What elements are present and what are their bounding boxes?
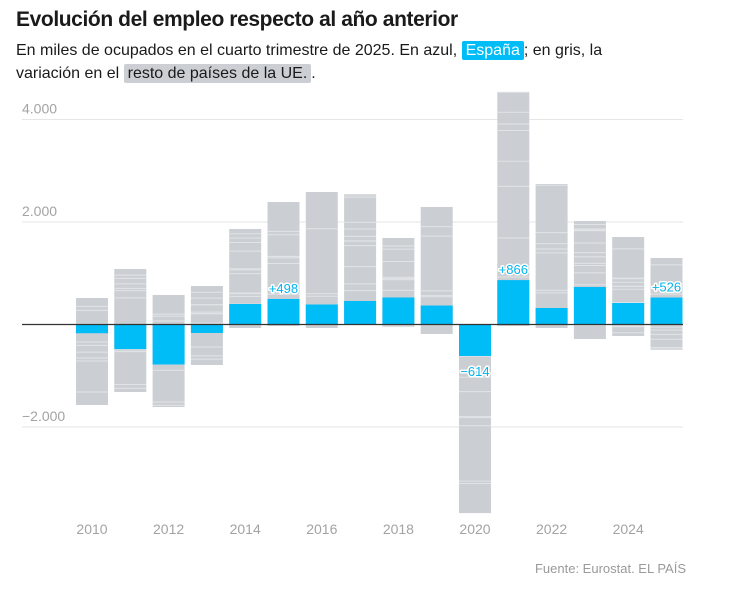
- data-label: +526: [652, 280, 681, 295]
- x-tick-label: 2014: [230, 521, 261, 537]
- data-label: +498: [269, 281, 298, 296]
- bar-spain: [650, 297, 683, 325]
- bar-spain: [152, 324, 185, 365]
- data-label: −614: [460, 364, 489, 379]
- x-tick-label: 2016: [306, 521, 337, 537]
- bar-spain: [420, 305, 453, 325]
- bar-spain: [344, 300, 377, 325]
- bar-spain: [459, 324, 491, 356]
- y-tick-label: 2.000: [22, 203, 57, 219]
- bar-spain: [190, 324, 223, 333]
- x-tick-label: 2010: [76, 521, 107, 537]
- data-label: +866: [499, 262, 528, 277]
- bar-spain: [497, 280, 530, 325]
- x-tick-label: 2024: [613, 521, 644, 537]
- data-labels: +498 −614 +866 +526: [267, 261, 682, 381]
- bar-spain: [612, 302, 645, 325]
- subtitle-text-1: En miles de ocupados en el cuarto trimes…: [16, 42, 462, 59]
- bar-spain: [229, 304, 262, 325]
- chart-title: Evolución del empleo respecto al año ant…: [16, 8, 458, 31]
- x-axis: 2010 2012 2014 2016 2018 2020 2022 2024: [76, 521, 644, 537]
- bar-eu-rest: [76, 298, 108, 405]
- legend-spain-tag: España: [461, 41, 524, 60]
- bars: [76, 91, 683, 514]
- legend-eu-tag: resto de países de la UE.: [123, 64, 312, 83]
- gridlines: 4.000 2.000 −2.000: [22, 101, 683, 428]
- bar-spain: [267, 298, 300, 325]
- bar-spain: [305, 304, 338, 325]
- bar-eu-rest: [535, 184, 568, 328]
- subtitle-text-3: .: [311, 65, 316, 82]
- y-tick-label: 4.000: [22, 101, 57, 117]
- chart-subtitle: En miles de ocupados en el cuarto trimes…: [16, 39, 656, 85]
- bar-spain: [76, 324, 108, 334]
- subtitle-text-2: ; en gris, la variación en el: [16, 42, 603, 82]
- x-tick-label: 2022: [536, 521, 567, 537]
- y-tick-label: −2.000: [22, 408, 65, 424]
- x-tick-label: 2020: [459, 521, 490, 537]
- x-tick-label: 2012: [153, 521, 184, 537]
- bar-spain: [114, 324, 147, 350]
- source-note: Fuente: Eurostat. EL PAÍS: [534, 561, 686, 576]
- bar-spain: [535, 307, 568, 325]
- bar-spain: [382, 297, 415, 325]
- bar-spain: [573, 286, 606, 325]
- x-tick-label: 2018: [383, 521, 414, 537]
